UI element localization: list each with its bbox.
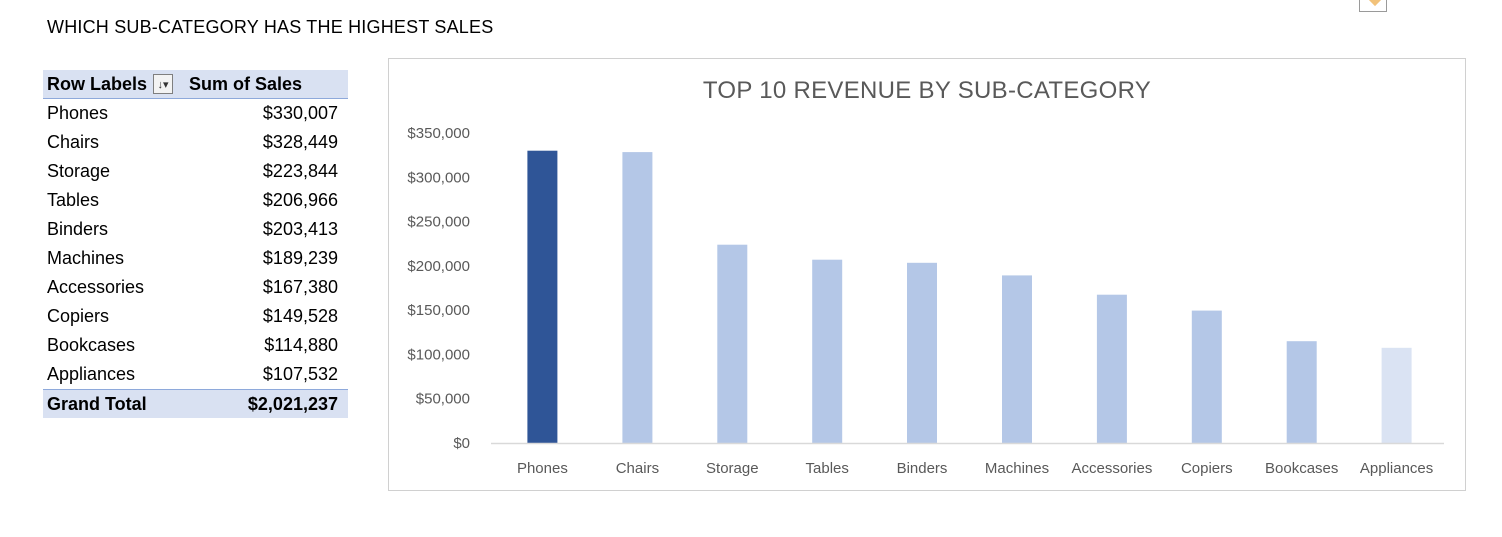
pivot-row-label: Binders — [47, 219, 109, 239]
pivot-rows: Phones $330,007 Chairs $328,449 Storage $223,… — [43, 99, 348, 389]
pivot-row: Copiers $149,528 — [43, 302, 348, 331]
pivot-row: Phones $330,007 — [43, 99, 348, 128]
pivot-row-value: $223,844 — [262, 161, 338, 181]
bar-appliances[interactable] — [1381, 347, 1412, 443]
y-tick-label: $150,000 — [407, 302, 470, 319]
pivot-row: Accessories $167,380 — [43, 273, 348, 302]
grand-total-value: $2,021,237 — [247, 393, 338, 414]
shape-icon[interactable] — [1359, 0, 1387, 12]
x-tick-label: Chairs — [616, 460, 659, 477]
pivot-row-label: Storage — [47, 161, 111, 181]
pivot-row-value: $330,007 — [262, 103, 338, 123]
x-tick-label: Accessories — [1071, 460, 1152, 477]
pivot-row: Appliances $107,532 — [43, 360, 348, 389]
pivot-row-value: $328,449 — [262, 132, 338, 152]
row-labels-header-text: Row Labels — [47, 73, 148, 94]
pivot-row-label: Appliances — [47, 364, 136, 384]
diamond-icon — [1367, 0, 1383, 7]
x-tick-label: Binders — [897, 460, 948, 477]
bar-phones[interactable] — [527, 150, 558, 443]
pivot-row-label: Copiers — [47, 306, 110, 326]
pivot-row: Binders $203,413 — [43, 215, 348, 244]
pivot-row-value: $114,880 — [264, 335, 338, 355]
x-tick-label: Phones — [517, 460, 568, 477]
bar-copiers[interactable] — [1191, 310, 1222, 443]
bar-binders[interactable] — [907, 262, 937, 443]
pivot-row-value: $189,239 — [262, 248, 338, 268]
pivot-header: Row Labels ↓▾ Sum of Sales — [43, 70, 348, 99]
pivot-row: Bookcases $114,880 — [43, 331, 348, 360]
pivot-row-value: $167,380 — [262, 277, 338, 297]
pivot-row-label: Chairs — [47, 132, 100, 152]
x-tick-label: Machines — [985, 460, 1049, 477]
pivot-table: Row Labels ↓▾ Sum of Sales Phones $330,00… — [43, 70, 348, 418]
pivot-row-label: Phones — [47, 103, 109, 123]
grand-total-label: Grand Total — [47, 393, 147, 414]
x-tick-label: Copiers — [1181, 460, 1233, 477]
pivot-row: Tables $206,966 — [43, 186, 348, 215]
x-tick-label: Tables — [806, 460, 849, 477]
pivot-row-value: $203,413 — [262, 219, 338, 239]
y-tick-label: $300,000 — [407, 169, 470, 186]
x-tick-label: Bookcases — [1265, 460, 1338, 477]
pivot-row-label: Tables — [47, 190, 100, 210]
pivot-row-value: $107,532 — [262, 364, 338, 384]
sum-of-sales-header: Sum of Sales — [189, 73, 303, 94]
x-tick-label: Appliances — [1360, 460, 1433, 477]
bar-chart: $0 $50,000 $100,000 $150,000 $200,000 $250,00… — [407, 125, 1444, 477]
bar-machines[interactable] — [1002, 275, 1032, 443]
page-title: WHICH SUB-CATEGORY HAS THE HIGHEST SALES — [47, 17, 494, 37]
y-tick-label: $350,000 — [407, 125, 470, 142]
y-tick-label: $250,000 — [407, 214, 470, 231]
row-labels-header: Row Labels ↓▾ — [43, 74, 185, 95]
y-tick-label: $100,000 — [407, 346, 470, 363]
sort-filter-icon[interactable]: ↓▾ — [153, 74, 174, 94]
pivot-row: Chairs $328,449 — [43, 128, 348, 157]
pivot-row-label: Machines — [47, 248, 125, 268]
y-tick-label: $0 — [453, 435, 470, 452]
pivot-row-value: $206,966 — [262, 190, 338, 210]
chart-area[interactable]: TOP 10 REVENUE BY SUB-CATEGORY $0 $50,000… — [388, 58, 1466, 491]
bar-chairs[interactable] — [622, 152, 653, 443]
grand-total-row: Grand Total $2,021,237 — [43, 389, 348, 418]
pivot-row-label: Accessories — [47, 277, 145, 297]
pivot-row-label: Bookcases — [47, 335, 136, 355]
pivot-row: Machines $189,239 — [43, 244, 348, 273]
pivot-row-value: $149,528 — [262, 306, 338, 326]
y-tick-label: $50,000 — [416, 391, 470, 408]
y-tick-label: $200,000 — [407, 258, 470, 275]
bar-storage[interactable] — [717, 244, 748, 443]
chart-title: TOP 10 REVENUE BY SUB-CATEGORY — [702, 77, 1152, 104]
bar-accessories[interactable] — [1096, 294, 1127, 443]
pivot-row: Storage $223,844 — [43, 157, 348, 186]
bar-bookcases[interactable] — [1286, 341, 1317, 443]
bar-tables[interactable] — [812, 259, 843, 443]
x-tick-label: Storage — [706, 460, 759, 477]
